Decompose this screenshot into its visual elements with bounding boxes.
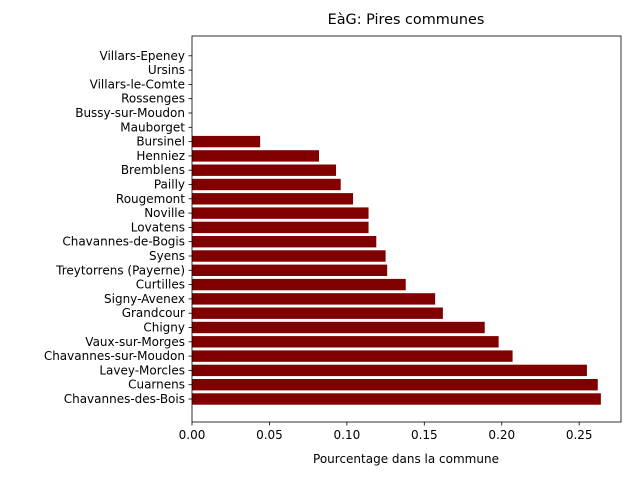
bar: [192, 164, 337, 176]
y-tick-label: Lavey-Morcles: [99, 363, 185, 377]
y-tick-label: Rougemont: [116, 192, 185, 206]
y-tick-label: Mauborget: [120, 120, 185, 134]
bar: [192, 321, 485, 334]
x-ticks: 0.00 0.05 0.10 0.15 0.20 0.25: [179, 422, 593, 442]
y-tick-label: Pailly: [154, 178, 185, 192]
bar: [192, 393, 601, 405]
y-tick-label: Cuarnens: [128, 378, 185, 392]
axes-frame: [191, 35, 622, 423]
bar: [192, 307, 443, 319]
y-tick-label: Vaux-sur-Morges: [85, 335, 185, 349]
y-tick-label: Villars-Epeney: [100, 49, 186, 63]
x-tick-label: 0.25: [566, 428, 593, 442]
y-tick-label: Chavannes-des-Bois: [64, 392, 185, 406]
bar: [192, 135, 261, 148]
x-tick-label: 0.05: [256, 428, 283, 442]
bar: [192, 150, 319, 162]
bar: [192, 264, 388, 276]
bar: [192, 379, 598, 391]
bars-group: [192, 135, 601, 405]
x-tick-label: 0.10: [334, 428, 361, 442]
x-tick-label: 0.15: [411, 428, 438, 442]
chart-title: EàG: Pires communes: [328, 12, 485, 28]
bar: [192, 250, 386, 262]
y-tick-label: Curtilles: [136, 278, 185, 292]
bar: [192, 236, 377, 248]
bar: [192, 293, 436, 305]
bar: [192, 221, 369, 234]
x-axis-label: Pourcentage dans la commune: [313, 452, 499, 466]
y-tick-label: Treytorrens (Payerne): [55, 263, 185, 277]
y-tick-label: Chavannes-sur-Moudon: [44, 349, 185, 363]
y-tick-label: Signy-Avenex: [104, 292, 185, 306]
x-tick-label: 0.00: [179, 428, 206, 442]
bar: [192, 193, 354, 205]
y-tick-label: Lovatens: [131, 220, 185, 234]
y-tick-label: Noville: [144, 206, 185, 220]
bar: [192, 336, 499, 348]
bar: [192, 207, 369, 219]
y-tick-labels: Chavannes-des-BoisCuarnensLavey-MorclesC…: [44, 49, 192, 406]
bar: [192, 278, 406, 291]
y-tick-label: Rossenges: [121, 92, 185, 106]
y-tick-label: Syens: [149, 249, 185, 263]
bar: [192, 350, 513, 362]
bar: [192, 364, 587, 377]
y-tick-label: Bussy-sur-Moudon: [75, 106, 185, 120]
y-tick-label: Henniez: [136, 149, 185, 163]
y-tick-label: Bursinel: [136, 135, 185, 149]
y-tick-label: Chavannes-de-Bogis: [62, 235, 185, 249]
y-tick-label: Grandcour: [122, 306, 185, 320]
y-tick-label: Bremblens: [121, 163, 185, 177]
y-tick-label: Chigny: [143, 321, 185, 335]
y-tick-label: Villars-le-Comte: [90, 77, 185, 91]
bar: [192, 178, 341, 191]
y-tick-label: Ursins: [148, 63, 185, 77]
x-tick-label: 0.20: [488, 428, 515, 442]
